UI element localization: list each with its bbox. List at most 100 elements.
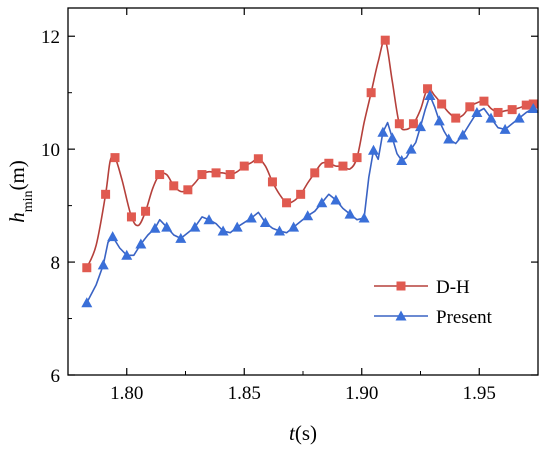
data-point-present [396, 154, 408, 165]
x-axis-title: t(s) [289, 421, 317, 445]
data-point-present [330, 194, 342, 205]
x-axis-unit: (s) [295, 421, 317, 445]
data-point-present [135, 238, 147, 249]
x-axis: 1.80 1.85 1.90 1.95 [67, 8, 496, 404]
data-point-present [377, 126, 389, 137]
data-point-d-h [239, 161, 249, 171]
data-point-present [97, 259, 109, 270]
svg-text:hmin(m): hmin(m) [5, 160, 36, 223]
data-point-d-h [437, 99, 447, 109]
data-point-d-h [423, 84, 433, 94]
y-axis: 6 8 10 12 [41, 27, 538, 387]
y-tick-label: 12 [41, 27, 60, 48]
data-point-d-h [380, 35, 390, 45]
data-point-d-h [366, 88, 376, 98]
series-d-h [82, 35, 538, 273]
series-line-present [86, 94, 534, 304]
data-point-present [259, 217, 271, 228]
legend-item-present: Present [374, 307, 493, 328]
data-point-present [405, 143, 417, 154]
data-point-d-h [521, 100, 531, 110]
data-point-present [368, 144, 379, 155]
data-point-d-h [507, 105, 517, 115]
data-point-d-h [324, 158, 334, 168]
data-point-present [81, 297, 93, 308]
data-point-present [107, 231, 119, 242]
y-axis-unit: (m) [5, 160, 29, 190]
data-point-d-h [282, 198, 292, 208]
legend-marker-present [395, 310, 407, 321]
data-point-present [415, 121, 426, 132]
data-point-d-h [451, 113, 461, 123]
data-point-present [288, 221, 300, 232]
data-point-d-h [465, 102, 475, 112]
data-point-d-h [408, 119, 418, 129]
data-point-present [231, 221, 243, 232]
data-point-d-h [183, 185, 193, 195]
data-point-present [344, 208, 356, 219]
data-point-d-h [197, 170, 207, 180]
data-point-d-h [82, 263, 92, 273]
y-axis-var: h [5, 212, 29, 223]
series-line-d-h [86, 39, 534, 269]
legend-label-d-h: D-H [436, 277, 470, 298]
data-point-present [471, 106, 483, 117]
data-point-present [424, 90, 436, 101]
data-point-present [457, 129, 469, 140]
legend-label-present: Present [436, 307, 493, 328]
data-point-d-h [126, 212, 136, 222]
data-point-present [121, 249, 133, 260]
data-point-d-h [352, 153, 362, 163]
data-point-d-h [267, 177, 277, 187]
data-point-present [443, 133, 455, 144]
data-point-d-h [310, 168, 320, 178]
data-point-present [161, 221, 173, 232]
data-point-present [302, 210, 314, 221]
data-point-present [316, 197, 328, 208]
y-tick-label: 6 [51, 366, 61, 387]
x-tick-label: 1.95 [463, 383, 496, 404]
data-point-present [203, 214, 215, 225]
data-point-present [485, 112, 497, 123]
x-axis-var: t [289, 421, 296, 445]
y-axis-title: hmin(m) [5, 160, 36, 223]
x-tick-label: 1.90 [345, 383, 378, 404]
data-point-d-h [155, 170, 165, 180]
data-point-present [513, 112, 525, 123]
x-tick-label: 1.80 [110, 383, 143, 404]
data-point-present [499, 123, 511, 134]
data-point-present [358, 212, 370, 223]
data-point-present [386, 132, 398, 143]
data-point-d-h [296, 189, 306, 199]
data-point-present [217, 225, 229, 236]
series-present [81, 90, 539, 308]
data-point-d-h [211, 168, 221, 178]
y-axis-subscript: min [21, 191, 36, 213]
data-point-d-h [169, 181, 179, 191]
data-point-d-h [253, 154, 263, 164]
data-point-d-h [493, 107, 503, 117]
data-point-d-h [225, 170, 235, 180]
data-point-d-h [101, 189, 111, 199]
legend-marker-d-h [396, 281, 406, 291]
data-point-d-h [141, 206, 151, 216]
data-point-present [149, 222, 161, 233]
data-point-d-h [110, 153, 120, 163]
data-point-d-h [394, 119, 404, 129]
legend: D-H Present [374, 277, 493, 328]
data-point-present [274, 225, 285, 236]
plot-layer: 1.80 1.85 1.90 1.95 6 8 10 12 [41, 7, 539, 404]
data-point-d-h [479, 96, 489, 106]
data-point-d-h [338, 161, 348, 171]
data-point-present [433, 115, 445, 126]
y-tick-label: 10 [41, 140, 60, 161]
data-point-present [245, 212, 257, 223]
legend-item-d-h: D-H [374, 277, 470, 298]
data-point-present [527, 103, 539, 114]
y-tick-label: 8 [51, 253, 61, 274]
data-point-present [189, 221, 201, 232]
data-point-present [175, 232, 187, 243]
x-tick-label: 1.85 [228, 383, 261, 404]
